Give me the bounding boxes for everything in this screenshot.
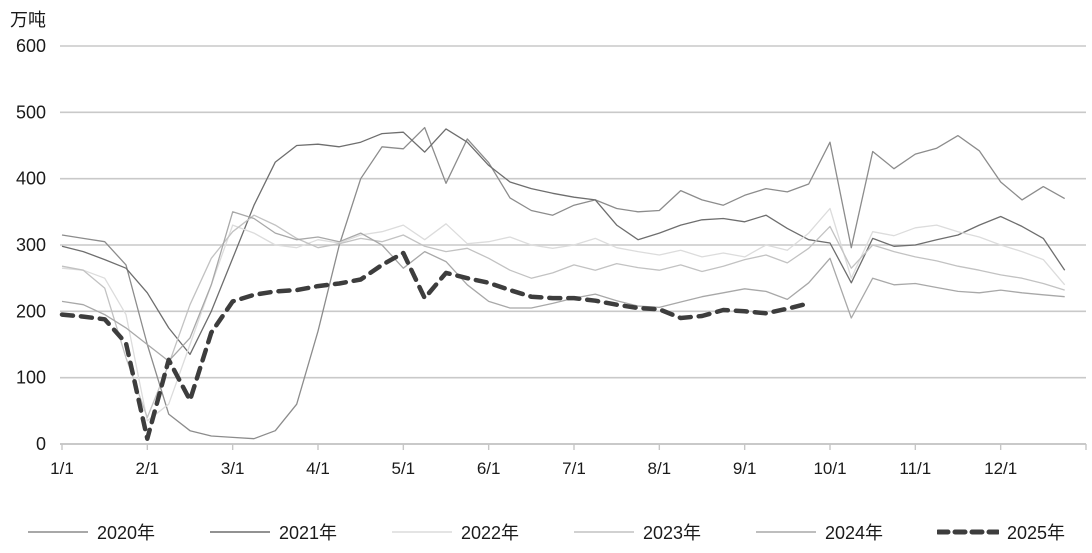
series-line-2024年 xyxy=(61,211,1065,362)
line-chart-canvas: 0 100 200 300 400 500 600 1/1 2/1 3/1 4/1 5/1 6/1 7/1… xyxy=(16,36,1087,478)
legend-line-swatch xyxy=(391,531,452,533)
legend-item-2020年: 2020年 xyxy=(27,519,155,545)
y-axis-tick-label: 300 xyxy=(16,235,46,255)
x-axis-tick-label: 9/1 xyxy=(733,459,757,478)
legend-label: 2022年 xyxy=(460,523,520,543)
legend-line-swatch xyxy=(755,531,816,533)
series-line-2020年 xyxy=(61,126,1066,440)
legend-line-swatch xyxy=(573,531,634,533)
legend-line-swatch xyxy=(209,531,270,533)
x-axis-tick-label: 5/1 xyxy=(392,459,416,478)
legend-item-2021年: 2021年 xyxy=(209,519,337,545)
x-axis-tick-label: 12/1 xyxy=(984,459,1017,478)
legend-label: 2023年 xyxy=(642,523,702,543)
x-axis-tick-label: 11/1 xyxy=(899,459,931,478)
legend: 2020年 2021年 2022年 2023年 2024年 2025年 xyxy=(0,519,1092,545)
x-axis-tick-label: 6/1 xyxy=(477,459,501,478)
x-axis-tick-label: 4/1 xyxy=(306,459,330,478)
legend-line-swatch xyxy=(936,529,999,535)
y-axis-tick-label: 400 xyxy=(16,169,46,189)
y-axis-unit-label: 万吨 xyxy=(10,10,46,30)
legend-line-swatch xyxy=(27,531,88,533)
legend-label: 2021年 xyxy=(278,523,338,543)
x-axis-tick-label: 1/1 xyxy=(50,459,74,478)
x-axis-tick-label: 10/1 xyxy=(813,459,846,478)
x-axis-tick-label: 8/1 xyxy=(648,459,672,478)
series-line-2021年 xyxy=(61,128,1066,356)
legend-item-2023年: 2023年 xyxy=(573,519,701,545)
series-line-2023年 xyxy=(61,214,1065,419)
series-line-2022年 xyxy=(61,207,1066,422)
legend-item-2024年: 2024年 xyxy=(755,519,883,545)
legend-item-2025年: 2025年 xyxy=(936,519,1066,545)
x-axis-tick-label: 7/1 xyxy=(562,459,586,478)
series-line-2025年 xyxy=(59,250,811,441)
y-axis-tick-label: 500 xyxy=(16,102,46,122)
x-axis-tick-label: 3/1 xyxy=(221,459,245,478)
legend-item-2022年: 2022年 xyxy=(391,519,519,545)
y-axis-tick-label: 0 xyxy=(36,434,46,454)
y-axis-tick-label: 600 xyxy=(16,36,46,56)
x-axis-tick-label: 2/1 xyxy=(136,459,160,478)
legend-label: 2024年 xyxy=(824,523,884,543)
y-axis-tick-label: 100 xyxy=(16,368,46,388)
y-axis-tick-label: 200 xyxy=(16,301,46,321)
legend-label: 2020年 xyxy=(96,523,156,543)
legend-label: 2025年 xyxy=(1006,523,1066,543)
